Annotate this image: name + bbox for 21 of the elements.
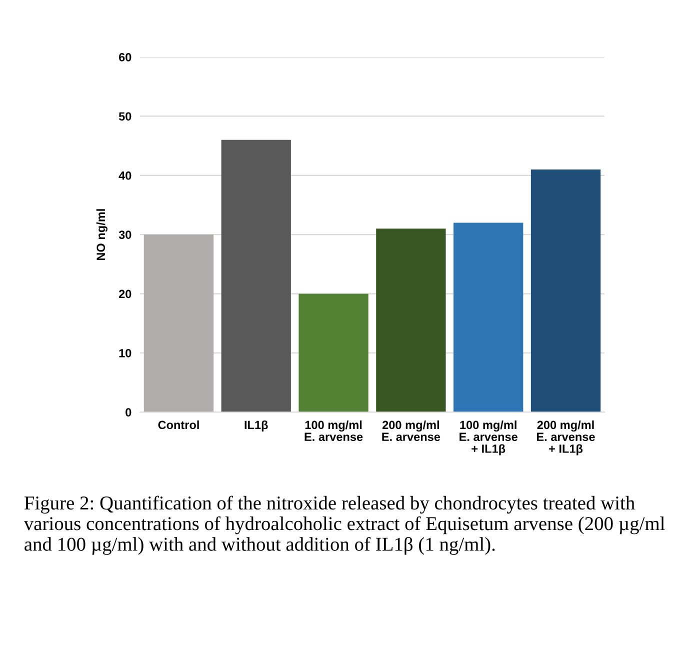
caption: Figure 2: Quantification of the nitroxide released by chondrocytes treated with various concentrations of hydroalcoholic extract of Equisetum arvense (200 µg/ml and 100 µg/ml) with and without addition of IL1β (1 ng/ml). — [24, 496, 665, 555]
y-tick-label: 20 — [118, 290, 132, 298]
bar — [144, 234, 214, 412]
y-tick-label: 60 — [118, 53, 132, 62]
x-tick-label: Control — [158, 420, 199, 430]
y-tick-label: 50 — [118, 112, 132, 121]
y-tick-label: 0 — [126, 408, 132, 417]
y-axis-title: NO ng/ml — [96, 209, 108, 260]
bar — [221, 140, 291, 412]
x-tick-label: 200 mg/ml E. arvense + IL1β — [537, 420, 595, 456]
y-tick-label: 10 — [119, 348, 132, 358]
x-tick-label: IL1β — [244, 420, 268, 432]
bar — [530, 169, 601, 412]
y-tick-label: 40 — [118, 171, 132, 180]
bar — [376, 228, 446, 412]
x-tick-label: 100 mg/ml E. arvense + IL1β — [460, 420, 518, 456]
x-tick-label: 200 mg/ml E. arvense — [382, 420, 440, 442]
bar — [298, 294, 368, 412]
y-tick-label: 30 — [118, 230, 132, 239]
x-tick-label: 100 mg/ml E. arvense — [304, 420, 363, 442]
bar — [454, 222, 524, 412]
